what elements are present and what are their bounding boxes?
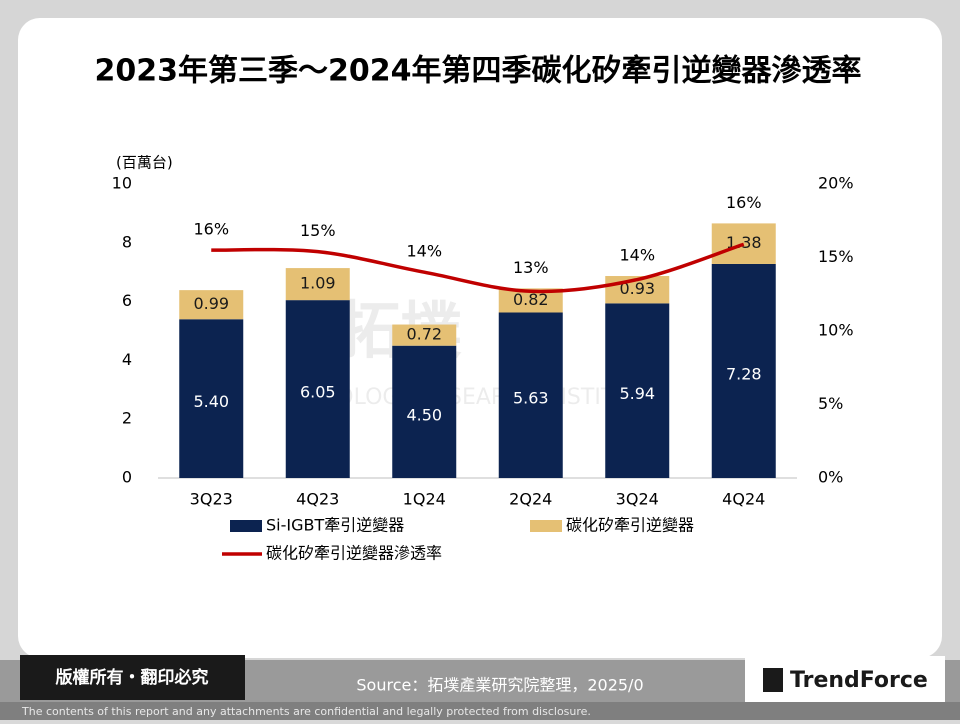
panel xyxy=(18,18,942,658)
value-label: 13% xyxy=(513,258,549,277)
legend-label: 碳化矽牽引逆變器滲透率 xyxy=(266,544,442,563)
y-tick-label: 4 xyxy=(122,350,132,369)
value-label: 7.28 xyxy=(726,364,762,383)
copyright: 版權所有・翻印必究 xyxy=(56,667,209,688)
value-label: 0.93 xyxy=(619,279,655,298)
x-tick-label: 4Q23 xyxy=(296,490,339,509)
legend-swatch xyxy=(530,520,562,532)
y-tick-label: 10 xyxy=(112,174,132,193)
y2-tick-label: 10% xyxy=(818,321,854,340)
bar-segment xyxy=(285,300,350,478)
y-axis-label: (百萬台) xyxy=(116,154,173,172)
brand: TrendForce xyxy=(790,668,928,693)
watermark: TOPOLOGY RESEARCH INSTITUTE xyxy=(291,385,657,410)
value-label: 0.72 xyxy=(406,325,442,344)
y2-tick-label: 15% xyxy=(818,247,854,266)
x-tick-label: 3Q23 xyxy=(190,490,233,509)
bar-segment xyxy=(711,223,776,264)
value-label: 0.82 xyxy=(513,290,549,309)
value-label: 1.09 xyxy=(300,274,336,293)
y-tick-label: 2 xyxy=(122,409,132,428)
x-tick-label: 2Q24 xyxy=(509,490,552,509)
value-label: 14% xyxy=(619,246,655,265)
source: Source：拓墣產業研究院整理，2025/0 xyxy=(356,676,643,695)
x-tick-label: 4Q24 xyxy=(722,490,765,509)
y2-tick-label: 20% xyxy=(818,174,854,193)
value-label: 16% xyxy=(193,220,229,239)
y-tick-label: 8 xyxy=(122,232,132,251)
legend-label: Si-IGBT牽引逆變器 xyxy=(266,516,404,535)
bar-segment xyxy=(392,324,457,346)
disclaimer-band xyxy=(0,702,960,720)
y2-tick-label: 0% xyxy=(818,468,843,487)
y2-tick-label: 5% xyxy=(818,394,843,413)
y-tick-label: 0 xyxy=(122,468,132,487)
chart-title: 2023年第三季～2024年第四季碳化矽牽引逆變器滲透率 xyxy=(95,54,862,89)
legend-swatch xyxy=(230,520,262,532)
value-label: 5.94 xyxy=(619,384,655,403)
bar-segment xyxy=(179,319,244,478)
value-label: 16% xyxy=(726,193,762,212)
copyright-box xyxy=(20,655,245,700)
value-label: 15% xyxy=(300,221,336,240)
value-label: 0.99 xyxy=(193,294,229,313)
line xyxy=(211,242,745,294)
value-label: 5.40 xyxy=(193,392,229,411)
x-tick-label: 3Q24 xyxy=(616,490,659,509)
value-label: 14% xyxy=(406,242,442,261)
x-tick-label: 1Q24 xyxy=(403,490,446,509)
value-label: 6.05 xyxy=(300,383,336,402)
brand-icon xyxy=(763,668,783,692)
bar-segment xyxy=(392,345,457,478)
bar-segment xyxy=(605,303,670,478)
disclaimer: The contents of this report and any atta… xyxy=(21,705,591,718)
value-label: 4.50 xyxy=(406,405,442,424)
bar-segment xyxy=(179,290,244,320)
bar-segment xyxy=(498,312,563,478)
y-tick-label: 6 xyxy=(122,291,132,310)
bar-segment xyxy=(711,263,776,478)
value-label: 5.63 xyxy=(513,389,549,408)
bar-segment xyxy=(285,268,350,301)
legend-label: 碳化矽牽引逆變器 xyxy=(566,516,694,535)
